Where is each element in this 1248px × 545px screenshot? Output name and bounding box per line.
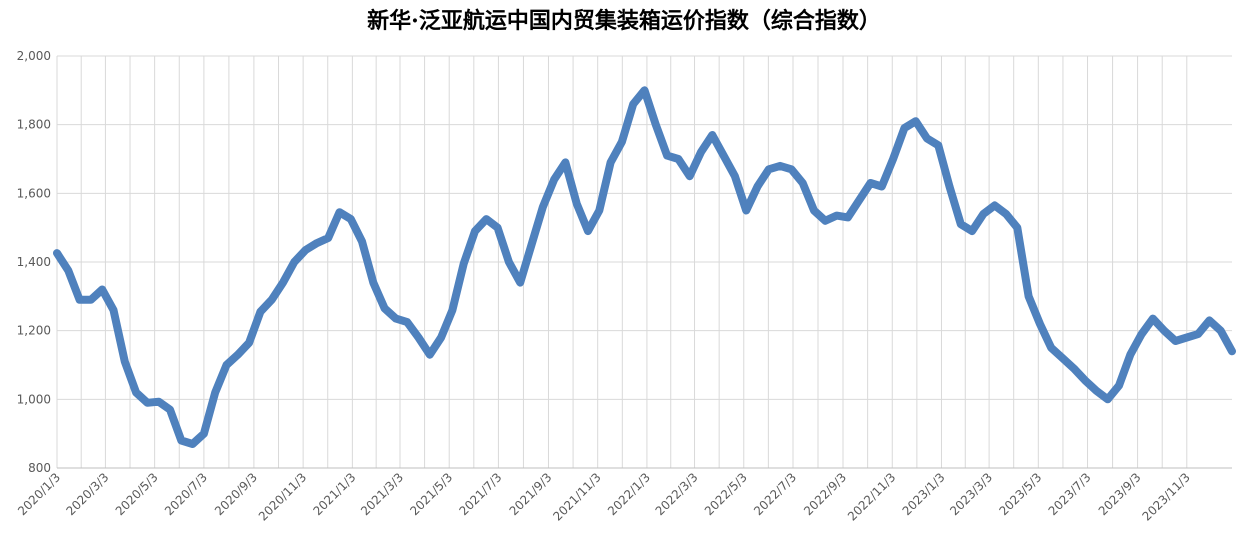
x-tick-label: 2020/1/3: [15, 470, 63, 518]
x-tick-label: 2023/7/3: [1046, 470, 1094, 518]
data-line: [53, 86, 1236, 448]
x-tick-label: 2022/7/3: [751, 470, 799, 518]
y-tick-label: 1,800: [17, 118, 51, 132]
x-tick-label: 2022/9/3: [801, 470, 849, 518]
x-tick-label: 2023/1/3: [900, 470, 948, 518]
x-tick-label: 2022/11/3: [845, 470, 898, 523]
y-tick-label: 1,000: [17, 392, 51, 406]
x-tick-label: 2022/5/3: [702, 470, 750, 518]
x-tick-label: 2020/11/3: [256, 470, 309, 523]
x-tick-label: 2020/7/3: [162, 470, 210, 518]
x-tick-label: 2020/3/3: [64, 470, 112, 518]
x-tick-label: 2021/11/3: [550, 470, 603, 523]
x-tick-label: 2023/5/3: [996, 470, 1044, 518]
y-tick-label: 800: [28, 461, 51, 475]
x-tick-label: 2021/5/3: [407, 470, 455, 518]
x-tick-label: 2021/1/3: [310, 470, 358, 518]
chart-title: 新华·泛亚航运中国内贸集装箱运价指数（综合指数）: [367, 8, 881, 34]
y-tick-label: 1,600: [17, 186, 51, 200]
x-tick-label: 2023/11/3: [1140, 470, 1193, 523]
y-tick-label: 1,200: [17, 324, 51, 338]
x-tick-label: 2023/9/3: [1096, 470, 1144, 518]
x-tick-label: 2020/9/3: [212, 470, 260, 518]
x-tick-label: 2020/5/3: [113, 470, 161, 518]
x-tick-label: 2022/3/3: [653, 470, 701, 518]
y-tick-label: 2,000: [17, 49, 51, 63]
x-tick-label: 2021/7/3: [457, 470, 505, 518]
x-tick-label: 2022/1/3: [605, 470, 653, 518]
x-tick-label: 2021/3/3: [358, 470, 406, 518]
y-tick-label: 1,400: [17, 255, 51, 269]
x-tick-label: 2023/3/3: [947, 470, 995, 518]
x-tick-label: 2021/9/3: [507, 470, 555, 518]
